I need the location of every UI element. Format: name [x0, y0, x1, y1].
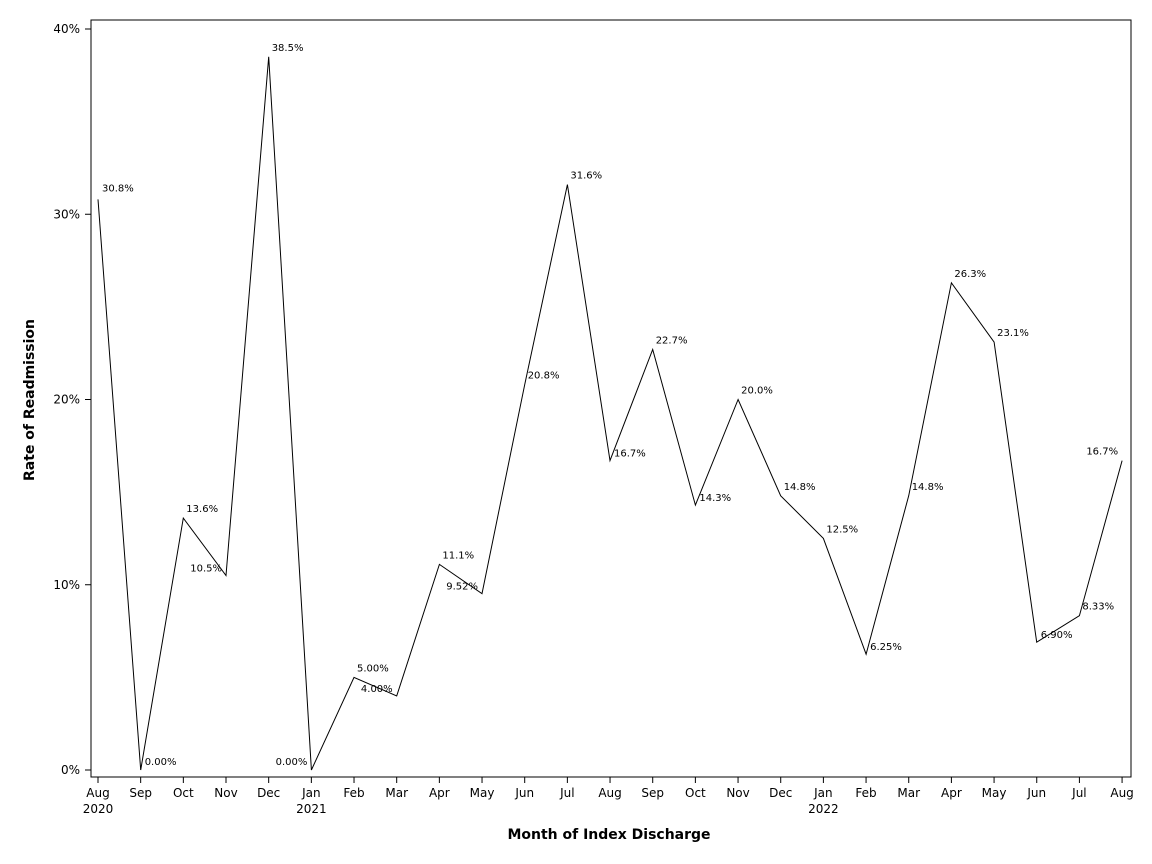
x-tick-year-label: 2021 [296, 802, 327, 816]
data-label: 11.1% [442, 550, 474, 561]
data-label: 20.0% [741, 386, 773, 397]
y-axis: 0% 10% 20% 30% 40% [53, 22, 91, 777]
x-tick-label: Jan [301, 786, 321, 800]
data-label: 30.8% [102, 183, 134, 194]
x-tick-year-label: 2022 [808, 802, 839, 816]
x-tick-label: Oct [173, 786, 194, 800]
data-label: 10.5% [190, 564, 222, 575]
x-tick-label: Sep [129, 786, 152, 800]
x-tick-label: Apr [429, 786, 450, 800]
x-tick-label: Jun [514, 786, 534, 800]
data-label: 6.25% [870, 642, 902, 653]
x-tick-label: Feb [343, 786, 364, 800]
x-tick-label: May [982, 786, 1007, 800]
x-tick-label: Aug [86, 786, 109, 800]
data-label: 16.7% [614, 449, 646, 460]
data-label: 14.8% [912, 482, 944, 493]
data-labels: 30.8% 0.00% 13.6% 10.5% 38.5% 0.00% 5.00% 4.00%… [102, 43, 1118, 768]
x-tick-label: Oct [685, 786, 706, 800]
y-tick-label: 0% [61, 763, 80, 777]
x-tick-label: Aug [1110, 786, 1133, 800]
x-tick-label: Jul [1071, 786, 1086, 800]
x-axis: Aug 2020 Sep Oct Nov Dec Jan 2021 Feb Mar Apr May Ju… [83, 777, 1134, 816]
data-label: 0.00% [276, 757, 308, 768]
x-tick-label: Dec [769, 786, 792, 800]
data-label: 14.3% [699, 493, 731, 504]
data-label: 6.90% [1041, 630, 1073, 641]
data-label: 8.33% [1082, 602, 1114, 613]
x-tick-label: Apr [941, 786, 962, 800]
data-label: 38.5% [272, 43, 304, 54]
y-tick-label: 10% [53, 578, 80, 592]
data-label: 13.6% [186, 504, 218, 515]
series-line [97, 56, 1123, 771]
y-tick-label: 40% [53, 22, 80, 36]
x-tick-label: Feb [855, 786, 876, 800]
data-label: 9.52% [446, 582, 478, 593]
data-label: 26.3% [954, 269, 986, 280]
y-tick-label: 30% [53, 207, 80, 221]
data-label: 12.5% [826, 524, 858, 535]
x-tick-label: Jan [813, 786, 833, 800]
x-tick-label: Dec [257, 786, 280, 800]
data-label: 14.8% [784, 482, 816, 493]
x-tick-label: Mar [897, 786, 920, 800]
x-tick-label: Jun [1026, 786, 1046, 800]
x-tick-label: Sep [641, 786, 664, 800]
x-tick-label: Aug [598, 786, 621, 800]
x-tick-label: Nov [726, 786, 749, 800]
data-label: 4.00% [361, 684, 393, 695]
y-axis-title: Rate of Readmission [22, 319, 38, 481]
data-label: 22.7% [656, 336, 688, 347]
x-tick-year-label: 2020 [83, 802, 114, 816]
x-tick-label: Nov [214, 786, 237, 800]
data-label: 5.00% [357, 663, 389, 674]
x-axis-title: Month of Index Discharge [507, 827, 710, 843]
y-tick-label: 20% [53, 393, 80, 407]
data-label: 31.6% [570, 171, 602, 182]
data-label: 0.00% [145, 757, 177, 768]
data-label: 16.7% [1086, 447, 1118, 458]
x-tick-label: Mar [385, 786, 408, 800]
data-label: 20.8% [528, 371, 560, 382]
plot-frame [90, 19, 1132, 778]
x-tick-label: Jul [559, 786, 574, 800]
x-tick-label: May [470, 786, 495, 800]
data-label: 23.1% [997, 328, 1029, 339]
